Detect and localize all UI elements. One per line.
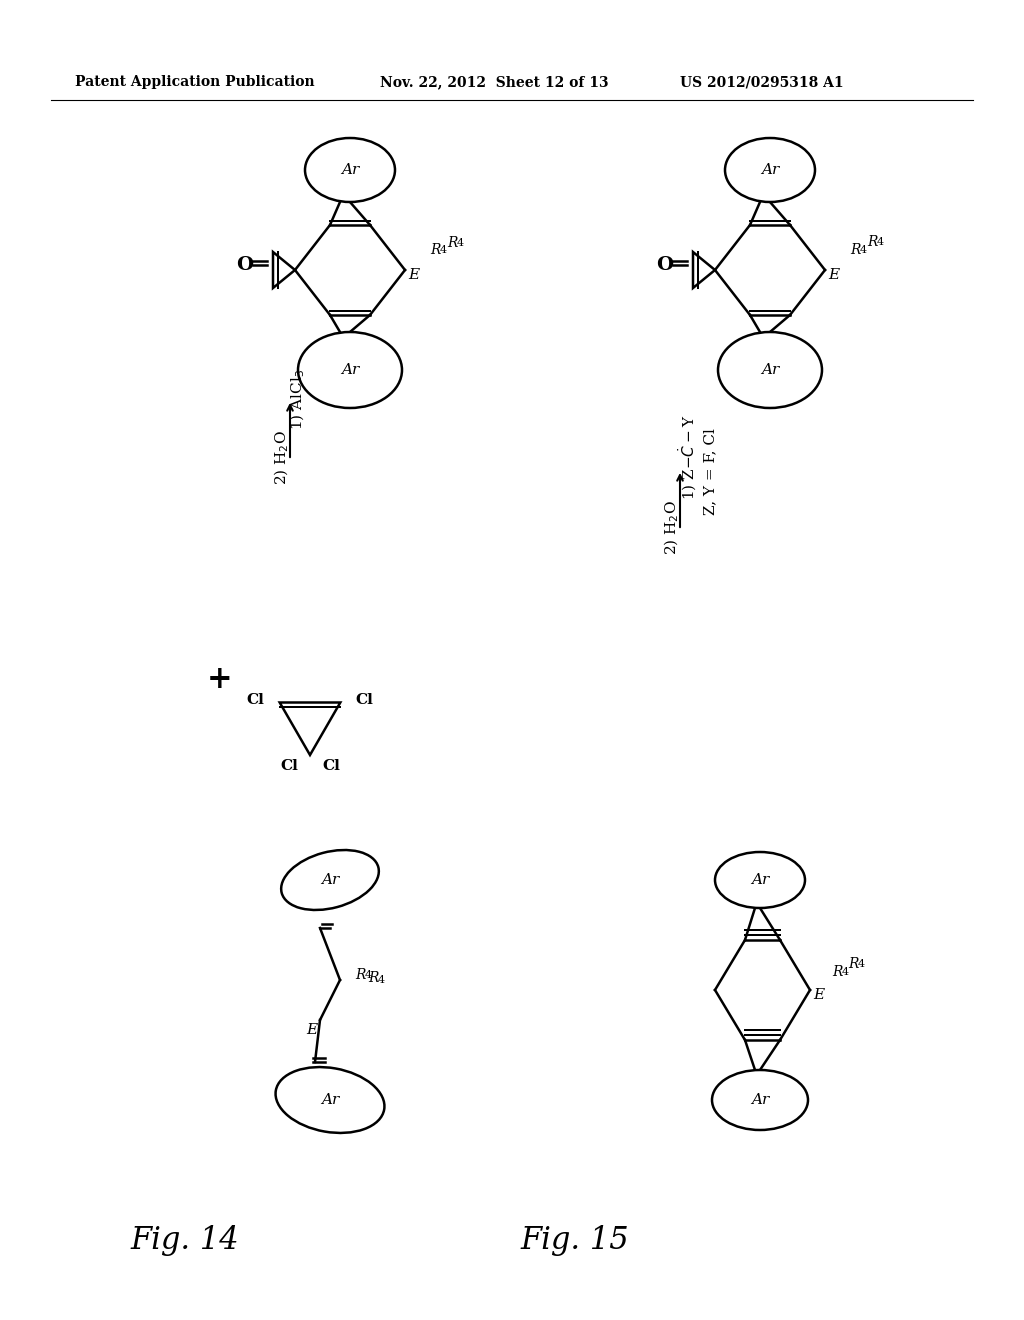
Text: Ar: Ar <box>751 1093 769 1107</box>
Text: Cl: Cl <box>281 759 298 774</box>
Ellipse shape <box>282 850 379 909</box>
Text: 2) H$_2$O: 2) H$_2$O <box>663 500 681 554</box>
Text: 4: 4 <box>858 960 865 969</box>
Text: 4: 4 <box>378 975 385 985</box>
Text: Ar: Ar <box>761 363 779 378</box>
Text: 4: 4 <box>365 970 372 979</box>
Text: Z, Y = F, Cl: Z, Y = F, Cl <box>703 428 717 515</box>
Text: E: E <box>828 268 839 282</box>
Text: O: O <box>656 256 674 275</box>
Ellipse shape <box>725 139 815 202</box>
Ellipse shape <box>298 333 402 408</box>
Text: 4: 4 <box>877 238 884 247</box>
Text: R: R <box>848 957 858 972</box>
Text: Fig. 14: Fig. 14 <box>130 1225 239 1255</box>
Text: Ar: Ar <box>751 873 769 887</box>
Text: R: R <box>447 236 458 249</box>
Text: 1) AlCl$_3$: 1) AlCl$_3$ <box>289 370 307 430</box>
Text: R: R <box>368 972 379 985</box>
Text: Nov. 22, 2012  Sheet 12 of 13: Nov. 22, 2012 Sheet 12 of 13 <box>380 75 608 88</box>
Ellipse shape <box>712 1071 808 1130</box>
Text: R: R <box>430 243 440 257</box>
Text: R: R <box>355 968 366 982</box>
Text: Cl: Cl <box>247 693 264 706</box>
Text: US 2012/0295318 A1: US 2012/0295318 A1 <box>680 75 844 88</box>
Text: Cl: Cl <box>355 693 373 706</box>
Text: Ar: Ar <box>321 873 339 887</box>
Text: 4: 4 <box>440 246 447 255</box>
Text: Ar: Ar <box>341 162 359 177</box>
Text: E: E <box>306 1023 317 1038</box>
Ellipse shape <box>715 851 805 908</box>
Text: Cl: Cl <box>322 759 340 774</box>
Text: E: E <box>813 987 824 1002</box>
Text: 4: 4 <box>860 246 867 255</box>
Text: R: R <box>831 965 843 979</box>
Ellipse shape <box>718 333 822 408</box>
Ellipse shape <box>305 139 395 202</box>
Text: 2) H$_2$O: 2) H$_2$O <box>272 430 291 484</box>
Text: 4: 4 <box>842 968 849 977</box>
Text: O: O <box>237 256 254 275</box>
Text: R: R <box>867 235 878 249</box>
Text: Ar: Ar <box>321 1093 339 1107</box>
Text: R: R <box>850 243 860 257</box>
Text: Fig. 15: Fig. 15 <box>520 1225 629 1255</box>
Text: Ar: Ar <box>761 162 779 177</box>
Text: 4: 4 <box>457 238 464 248</box>
Text: +: + <box>207 664 232 696</box>
Text: E: E <box>408 268 419 282</box>
Text: Ar: Ar <box>341 363 359 378</box>
Ellipse shape <box>275 1067 384 1133</box>
Text: 1) Z$-\dot{C}-$Y: 1) Z$-\dot{C}-$Y <box>677 414 699 500</box>
Text: Patent Application Publication: Patent Application Publication <box>75 75 314 88</box>
